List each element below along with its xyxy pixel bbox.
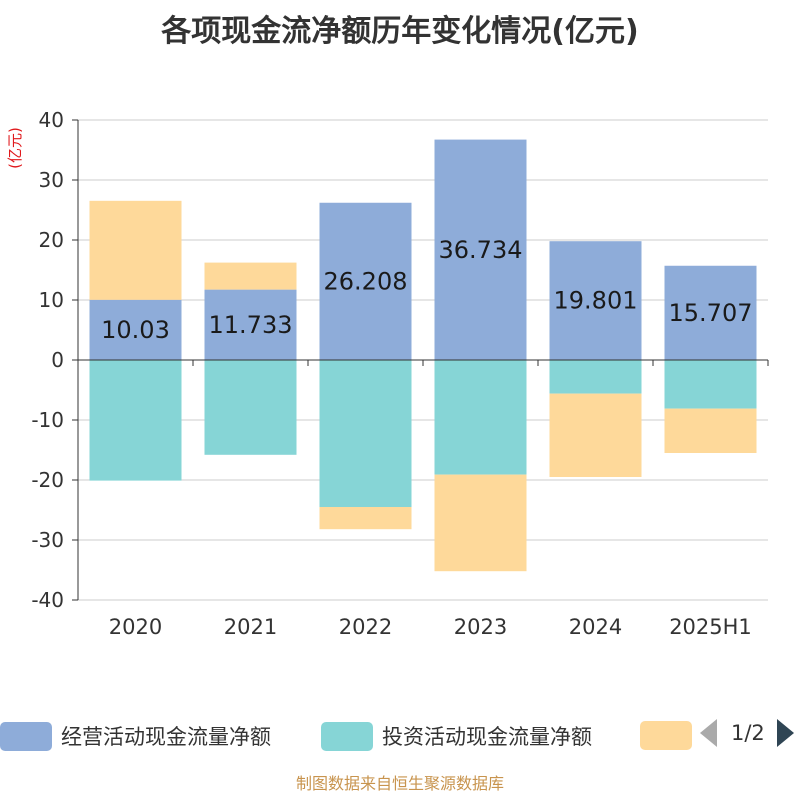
bar-investing: [549, 360, 642, 394]
legend-item-investing[interactable]: 投资活动现金流量净额: [321, 721, 592, 751]
y-tick-label: -30: [31, 528, 64, 552]
legend-swatch-investing: [321, 721, 373, 751]
y-tick-label: -10: [31, 408, 64, 432]
source-note: 制图数据来自恒生聚源数据库: [295, 774, 504, 793]
bar-investing: [89, 360, 182, 481]
bar-operating: [549, 241, 642, 360]
bar-financing: [434, 474, 527, 572]
x-tick-label: 2023: [454, 615, 507, 639]
bar-financing: [319, 507, 412, 530]
bar-operating: [319, 202, 412, 360]
chart-title: 各项现金流净额历年变化情况(亿元): [161, 14, 639, 49]
bar-operating: [434, 139, 527, 360]
legend-label-operating: 经营活动现金流量净额: [61, 725, 271, 749]
bar-operating: [89, 299, 182, 360]
bar-financing: [549, 393, 642, 477]
x-tick-label: 2025H1: [669, 615, 752, 639]
data-label: 26.208: [324, 267, 408, 295]
legend-swatch-financing: [640, 721, 692, 750]
bar-financing: [204, 262, 297, 290]
bar-financing: [89, 200, 182, 300]
data-label-layer: 10.03 11.733 26.208 36.734 19.801 15.707: [101, 236, 752, 344]
bar-investing: [664, 360, 757, 409]
y-axis-unit-label: (亿元): [6, 127, 24, 169]
axis-layer: 40 30 20 10 0 -10 -20 -30 -40 2020 2021 2022 2023 202…: [31, 108, 769, 639]
x-tick-label: 2024: [569, 615, 622, 639]
legend-swatch-operating: [0, 721, 52, 751]
y-tick-label: -20: [31, 468, 64, 492]
data-label: 10.03: [101, 316, 170, 344]
legend-page-indicator: 1/2: [731, 721, 765, 745]
bar-investing: [204, 360, 297, 455]
legend-pager: 1/2: [700, 719, 794, 747]
bar-financing: [664, 408, 757, 453]
bar-operating: [664, 265, 757, 360]
data-label: 36.734: [439, 236, 523, 264]
x-tick-label: 2022: [339, 615, 392, 639]
y-tick-label: -40: [31, 588, 64, 612]
bar-chart: 40 30 20 10 0 -10 -20 -30 -40 2020 2021 2022 2023 202…: [6, 108, 769, 639]
data-label: 19.801: [554, 287, 638, 315]
y-tick-label: 40: [39, 108, 64, 132]
x-tick-label: 2020: [109, 615, 162, 639]
data-label: 15.707: [669, 299, 753, 327]
bar-layer: [89, 139, 757, 572]
x-tick-label: 2021: [224, 615, 277, 639]
bar-investing: [434, 360, 527, 475]
bar-operating: [204, 289, 297, 360]
legend-item-operating[interactable]: 经营活动现金流量净额: [0, 721, 271, 751]
y-tick-label: 0: [51, 348, 64, 372]
legend: 经营活动现金流量净额 投资活动现金流量净额 1/2: [0, 716, 800, 756]
y-tick-label: 10: [39, 288, 64, 312]
y-tick-label: 20: [39, 228, 64, 252]
legend-item-financing[interactable]: [640, 721, 692, 750]
bar-investing: [319, 360, 412, 507]
legend-prev-page-icon[interactable]: [700, 719, 717, 747]
legend-label-investing: 投资活动现金流量净额: [382, 725, 592, 749]
legend-next-page-icon[interactable]: [776, 719, 794, 747]
grid-layer: [78, 119, 768, 601]
y-tick-label: 30: [39, 168, 64, 192]
data-label: 11.733: [209, 311, 293, 339]
